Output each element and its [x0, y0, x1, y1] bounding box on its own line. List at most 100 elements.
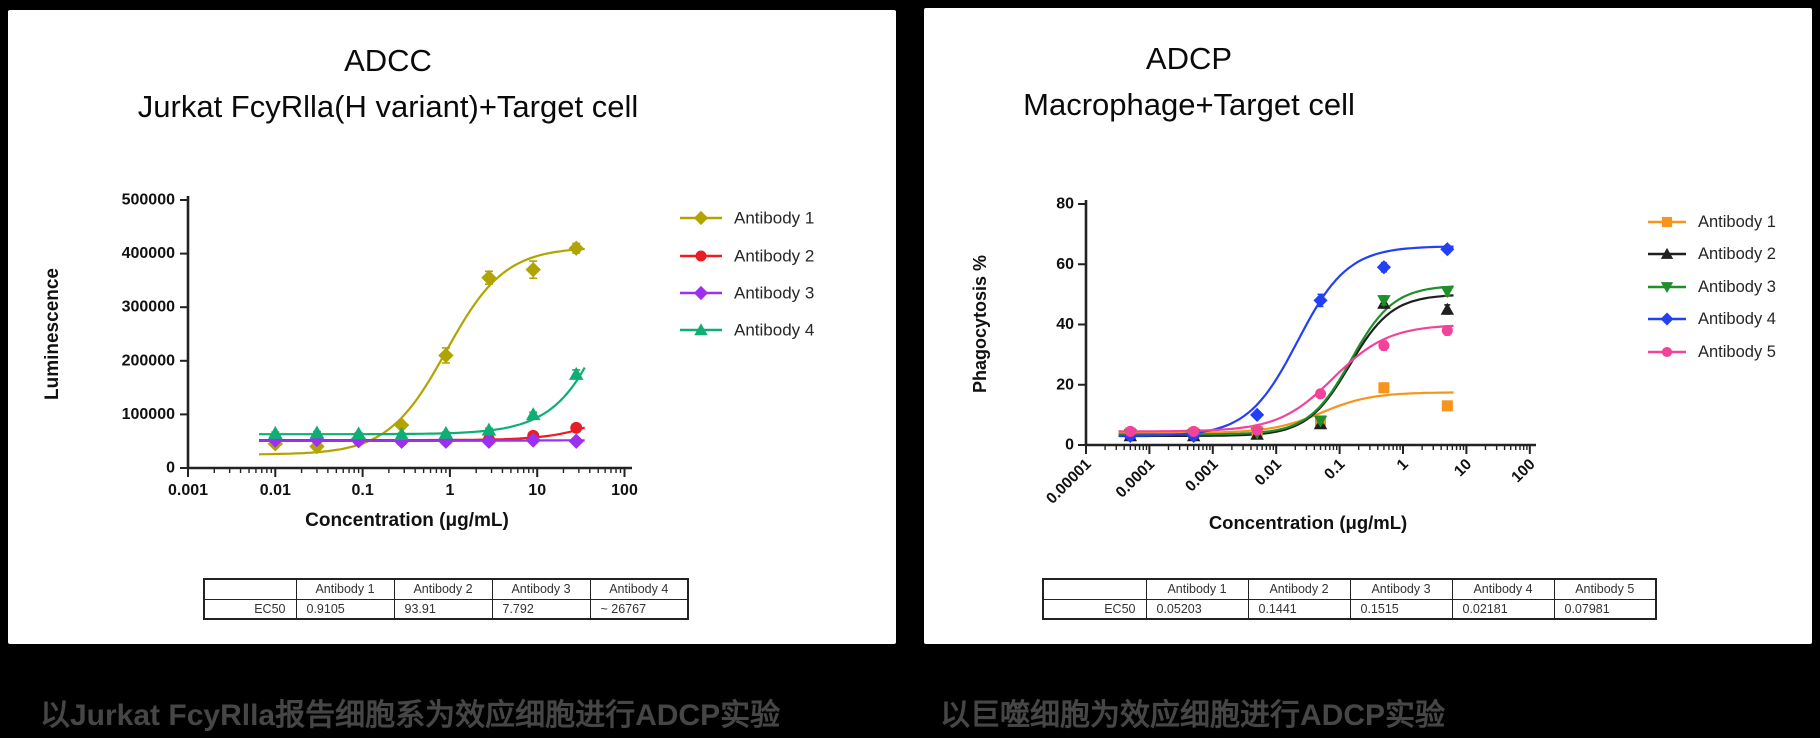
legend-label: Antibody 5: [1698, 343, 1776, 361]
table-header-row: Antibody 1 Antibody 2 Antibody 3 Antibody 4…: [1042, 578, 1657, 600]
data-point: [438, 347, 454, 364]
legend-label: Antibody 2: [734, 247, 814, 266]
x-tick-label: 0.00001: [1043, 456, 1095, 508]
data-point: [1440, 302, 1455, 315]
series-antibody-5: [1124, 325, 1453, 437]
y-tick-label: 0: [166, 460, 175, 477]
y-axis-title: Luminescence: [42, 268, 63, 400]
data-point: [481, 433, 497, 449]
adcc-ec50-table: Antibody 1 Antibody 2 Antibody 3 Antibody 4…: [203, 578, 689, 620]
table-value-row: EC50 0.05203 0.1441 0.1515 0.02181 0.07981: [1042, 598, 1657, 620]
data-point: [1250, 407, 1265, 422]
data-point: [568, 366, 584, 380]
legend-item-antibody-1: Antibody 1: [1648, 213, 1776, 231]
data-point: [393, 417, 410, 433]
legend-item-antibody-1: Antibody 1: [680, 209, 814, 228]
y-axis-title: Phagocytosis %: [970, 255, 990, 393]
table-header-cell: Antibody 1: [1145, 578, 1249, 600]
data-point: [1441, 400, 1453, 412]
legend-item-antibody-3: Antibody 3: [680, 284, 814, 303]
series-antibody-2: [1123, 296, 1455, 442]
series-antibody-4: [268, 366, 584, 440]
adcp-panel: ADCP Macrophage+Target cell 0 20 40 60 80 0.0…: [924, 8, 1812, 644]
data-point: [568, 240, 584, 256]
data-point: [525, 432, 541, 448]
adcc-subtitle: Jurkat FcyRlla(H variant)+Target cell: [137, 89, 639, 124]
table-value-cell: 0.9105: [295, 598, 395, 620]
y-tick-label: 200000: [122, 352, 175, 369]
data-point: [351, 426, 366, 440]
table-header-cell: Antibody 1: [295, 578, 395, 600]
y-tick-label: 300000: [122, 299, 175, 316]
fit-curve-antibody-4: [259, 367, 586, 436]
x-tick-label: 1: [1394, 456, 1412, 474]
x-tick-label: 0.001: [1182, 456, 1222, 496]
data-point: [1378, 382, 1390, 394]
data-point: [481, 270, 497, 286]
x-tick-label: 0.0001: [1113, 456, 1159, 502]
data-point: [1188, 425, 1200, 437]
data-point: [1313, 415, 1328, 428]
adcp-ec50-table: Antibody 1 Antibody 2 Antibody 3 Antibody 4…: [1042, 578, 1657, 620]
legend-marker: [1661, 346, 1673, 358]
x-tick-label: 100: [1508, 456, 1538, 486]
legend-marker: [1660, 247, 1674, 259]
table-header-cell: Antibody 4: [1451, 578, 1555, 600]
adcp-caption: 以巨噬细胞为效应细胞进行ADCP实验: [940, 699, 1446, 732]
x-tick-label: 100: [611, 482, 638, 499]
y-tick-label: 40: [1056, 316, 1074, 333]
legend-item-antibody-2: Antibody 2: [1648, 245, 1776, 263]
legend-label: Antibody 3: [1698, 278, 1776, 296]
series-antibody-3: [267, 431, 584, 449]
data-point: [1377, 295, 1391, 308]
table-header-cell: Antibody 2: [393, 578, 493, 600]
legend-item-antibody-5: Antibody 5: [1648, 343, 1776, 361]
data-point: [1376, 260, 1391, 275]
table-row-label: EC50: [1042, 598, 1147, 620]
table-header-row: Antibody 1 Antibody 2 Antibody 3 Antibody 4: [203, 578, 689, 600]
legend-item-antibody-2: Antibody 2: [680, 247, 814, 266]
fit-curve-antibody-1: [258, 247, 585, 456]
x-axis-title: Concentration (μg/mL): [1209, 512, 1407, 533]
x-tick-label: 0.1: [351, 482, 373, 499]
data-point: [268, 425, 283, 439]
table-header-cell: Antibody 4: [589, 578, 689, 600]
data-point: [393, 433, 410, 449]
legend-item-antibody-4: Antibody 4: [680, 321, 814, 340]
legend-item-antibody-3: Antibody 3: [1648, 278, 1776, 296]
data-point: [309, 431, 325, 448]
legend-marker: [693, 210, 709, 226]
y-tick-label: 60: [1056, 256, 1074, 273]
data-point: [1441, 325, 1453, 337]
data-point: [350, 432, 367, 449]
data-point: [394, 426, 409, 440]
table-value-cell: 93.91: [393, 598, 493, 620]
table-value-cell: 0.02181: [1451, 598, 1555, 620]
y-tick-label: 400000: [122, 245, 175, 262]
table-header-cell: Antibody 3: [491, 578, 591, 600]
legend-label: Antibody 2: [1698, 245, 1776, 263]
data-point: [570, 421, 583, 434]
adcc-title: ADCC: [344, 43, 432, 78]
x-tick-label: 0.01: [1252, 456, 1286, 490]
x-axis-title: Concentration (μg/mL): [305, 510, 509, 531]
legend-label: Antibody 4: [734, 321, 814, 340]
table-value-cell: 0.1515: [1349, 598, 1453, 620]
adcc-chart: 0 100000 200000 300000 400000 500000 0.001 0.01…: [42, 192, 814, 532]
data-point: [568, 433, 584, 449]
adcp-chart: 0 20 40 60 80 0.00001 0.0001 0.001 0.01 0.1 1 10 100…: [970, 196, 1776, 534]
axes: 0 100000 200000 300000 400000 500000 0.001 0.01…: [122, 192, 638, 500]
x-tick-label: 0.001: [168, 482, 208, 499]
table-header-cell: Antibody 2: [1247, 578, 1351, 600]
legend-label: Antibody 4: [1698, 310, 1776, 328]
data-point: [525, 407, 541, 421]
fit-curve-antibody-5: [1118, 324, 1454, 433]
adcc-panel: ADCC Jurkat FcyRlla(H variant)+Target ce…: [8, 10, 896, 644]
series-antibody-3: [1123, 286, 1455, 442]
table-corner-cell: [1042, 578, 1147, 600]
table-value-cell: 0.07981: [1553, 598, 1657, 620]
data-point: [438, 425, 454, 439]
adcp-title: ADCP: [1145, 41, 1233, 76]
data-point: [1314, 388, 1327, 400]
